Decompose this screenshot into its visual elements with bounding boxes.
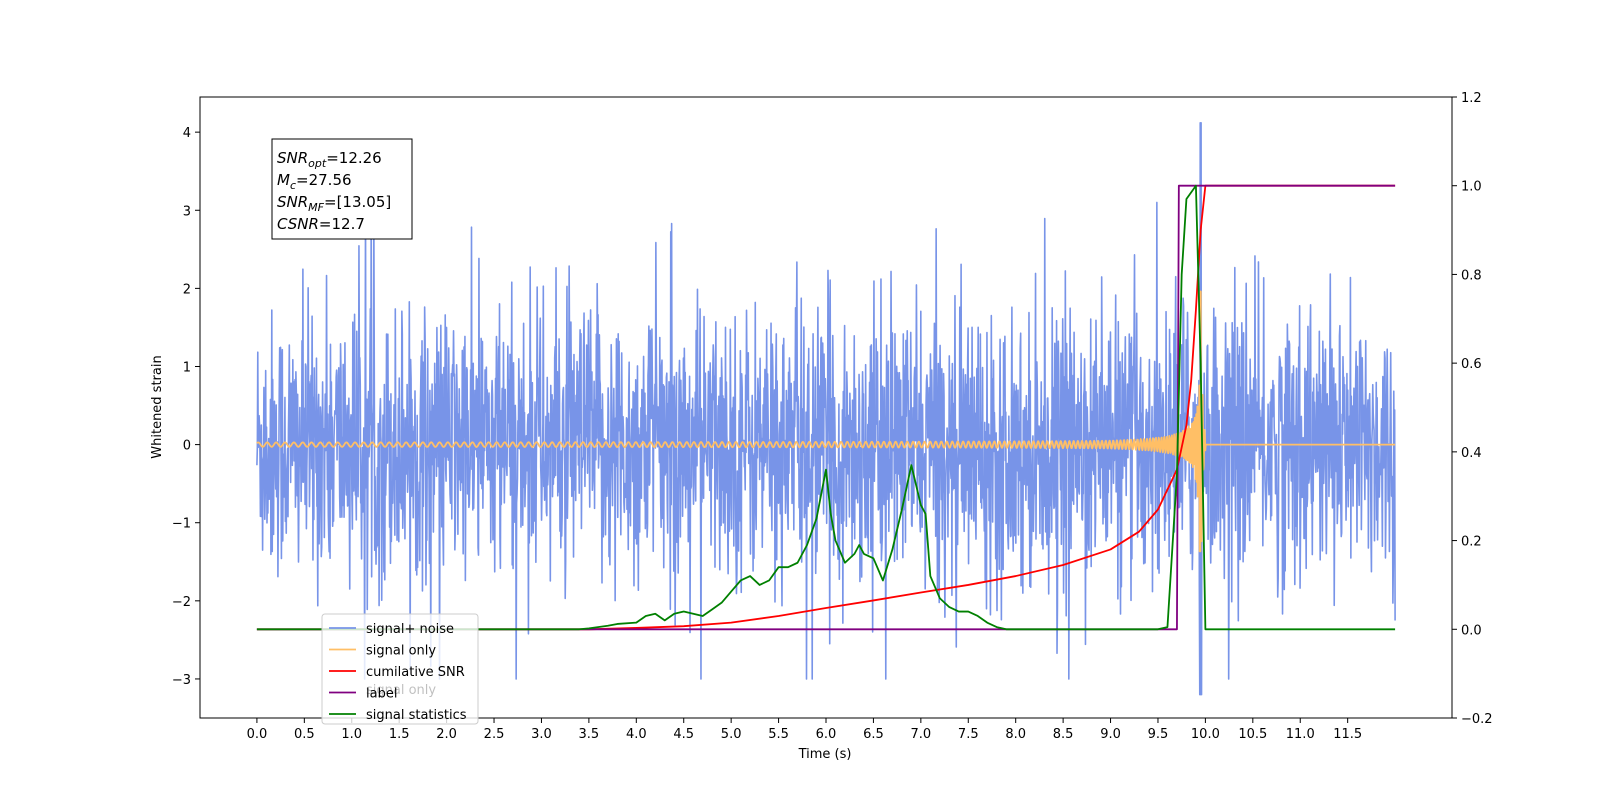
annotation-line: SNRopt=12.26 (277, 149, 382, 170)
stats-annotation: SNRopt=12.26Mc=27.56SNRMF=[13.05]CSNR=12… (271, 138, 413, 240)
annotation-line: CSNR=12.7 (277, 215, 365, 233)
y-tick-label: −2 (172, 595, 191, 610)
x-tick-label: 6.5 (863, 727, 884, 742)
y2-tick-label: 0.4 (1461, 446, 1482, 461)
y-tick-label: −3 (172, 673, 191, 688)
annotation-box (271, 138, 413, 240)
y2-tick-label: 0.2 (1461, 535, 1482, 550)
x-tick-label: 5.0 (721, 727, 742, 742)
legend-box (321, 613, 479, 725)
legend-entry: signal+ noise (366, 622, 454, 637)
y2-tick-label: 1.0 (1461, 180, 1482, 195)
legend-entry: signal only (366, 644, 436, 659)
x-tick-label: 11.5 (1333, 727, 1362, 742)
x-tick-label: 10.0 (1191, 727, 1220, 742)
y-tick-label: 2 (183, 282, 191, 297)
x-tick-label: 1.5 (389, 727, 410, 742)
x-tick-label: 8.0 (1005, 727, 1026, 742)
y2-tick-label: 1.2 (1461, 91, 1482, 106)
legend: signal only signal+ noise signal only cumil… (321, 613, 479, 725)
x-tick-label: 3.0 (531, 727, 552, 742)
x-tick-label: 3.5 (579, 727, 600, 742)
series-signal-only (256, 290, 1396, 553)
series-cumilative-snr (256, 184, 1396, 631)
x-tick-label: 10.5 (1238, 727, 1267, 742)
x-tick-label: 2.5 (484, 727, 505, 742)
y-tick-label: 4 (183, 126, 191, 141)
y2-tick-label: 0.8 (1461, 268, 1482, 283)
y2-tick-label: 0.0 (1461, 623, 1482, 638)
legend-entry: label (366, 687, 397, 702)
series-signal-noise (256, 121, 1396, 696)
x-tick-label: 8.5 (1053, 727, 1074, 742)
x-tick-label: 2.0 (436, 727, 457, 742)
x-tick-label: 7.0 (911, 727, 932, 742)
x-tick-label: 4.0 (626, 727, 647, 742)
y-tick-label: 3 (183, 204, 191, 219)
y2-tick-label: −0.2 (1461, 712, 1493, 727)
x-tick-label: 11.0 (1286, 727, 1315, 742)
y-tick-label: 0 (183, 439, 191, 454)
legend-entry: cumilative SNR (366, 665, 465, 680)
series-signal-statistics (256, 184, 1396, 631)
x-tick-label: 1.0 (341, 727, 362, 742)
x-tick-label: 9.5 (1148, 727, 1169, 742)
x-tick-label: 6.0 (816, 727, 837, 742)
x-tick-label: 9.0 (1100, 727, 1121, 742)
y-tick-label: −1 (172, 517, 191, 532)
x-axis-label: Time (s) (798, 747, 852, 762)
legend-entry: signal statistics (366, 708, 467, 723)
x-tick-label: 0.0 (247, 727, 268, 742)
x-tick-label: 5.5 (768, 727, 789, 742)
annotation-line: SNRMF=[13.05] (277, 193, 391, 214)
y-axis-label: Whitened strain (150, 355, 165, 458)
annotation-line: Mc=27.56 (277, 171, 352, 192)
x-tick-label: 7.5 (958, 727, 979, 742)
y-tick-label: 1 (183, 360, 191, 375)
x-tick-label: 4.5 (673, 727, 694, 742)
y2-tick-label: 0.6 (1461, 357, 1482, 372)
legend-hidden-text: signal only (366, 683, 436, 698)
x-tick-label: 0.5 (294, 727, 315, 742)
